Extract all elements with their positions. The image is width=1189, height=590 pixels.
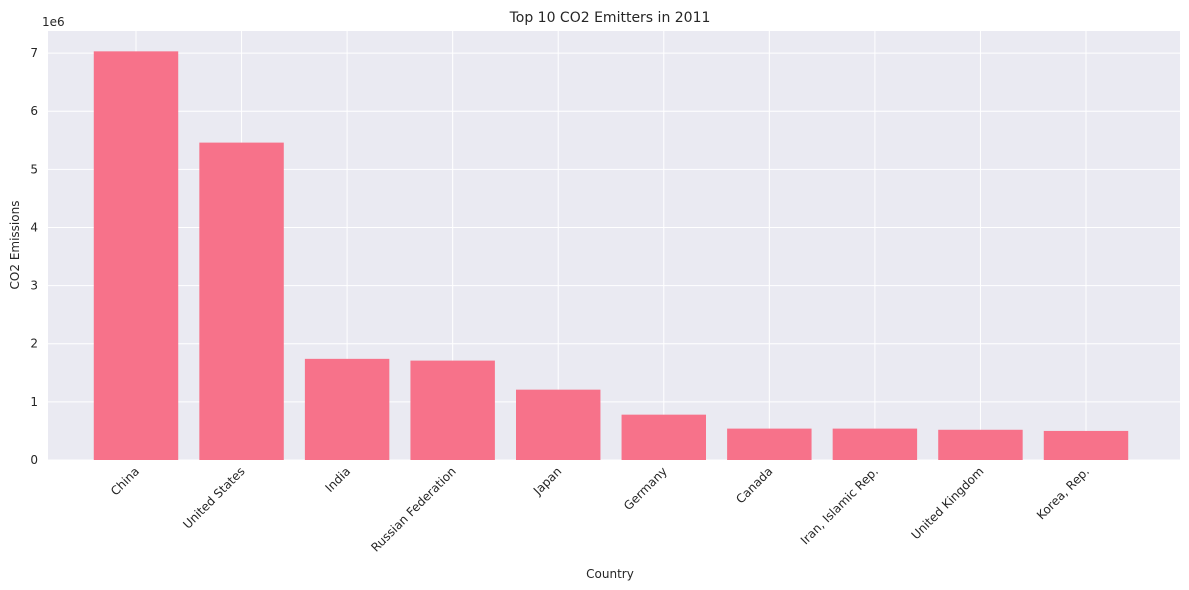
bar-korea-rep: [1043, 430, 1129, 460]
x-tick-label: China: [108, 464, 142, 498]
x-tick-label: Russian Federation: [368, 464, 458, 554]
x-tick-label: United States: [180, 464, 247, 531]
x-tick-label: Japan: [530, 464, 564, 498]
y-tick-label: 2: [30, 337, 38, 351]
x-tick-label: India: [323, 464, 354, 495]
x-tick-label: Iran, Islamic Rep.: [798, 464, 881, 547]
y-tick-label: 1: [30, 395, 38, 409]
chart-title: Top 10 CO2 Emitters in 2011: [509, 10, 711, 26]
x-tick-label: Korea, Rep.: [1034, 464, 1092, 522]
x-tick-label: Germany: [621, 464, 670, 513]
y-tick-labels: 0 1 2 3 4 5 6 7: [30, 46, 38, 467]
y-offset-label: 1e6: [42, 15, 65, 29]
bar-india: [304, 358, 390, 460]
bars: [93, 51, 1129, 461]
bar-iran-islamic-rep: [832, 428, 918, 460]
x-axis-title: Country: [586, 567, 634, 581]
bar-japan: [516, 389, 601, 460]
x-tick-label: United Kingdom: [909, 464, 987, 542]
y-tick-label: 3: [30, 279, 38, 293]
bar-russian-federation: [410, 360, 495, 460]
bar-united-states: [199, 142, 284, 461]
y-tick-label: 7: [30, 46, 38, 60]
bar-canada: [727, 428, 812, 460]
bar-united-kingdom: [938, 429, 1023, 460]
y-axis-title: CO2 Emissions: [8, 201, 22, 290]
y-tick-label: 6: [30, 104, 38, 118]
y-tick-label: 0: [30, 453, 38, 467]
y-tick-label: 4: [30, 220, 38, 234]
x-tick-label: Canada: [733, 464, 775, 506]
bar-germany: [621, 414, 706, 460]
y-tick-label: 5: [30, 162, 38, 176]
x-tick-labels: China United States India Russian Federatio…: [108, 464, 1092, 554]
bar-china: [93, 51, 179, 461]
